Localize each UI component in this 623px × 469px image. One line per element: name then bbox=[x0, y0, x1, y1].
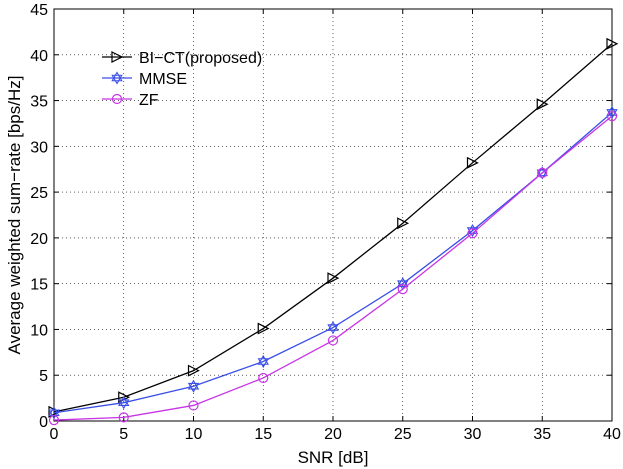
data-point-marker bbox=[467, 228, 478, 239]
x-tick-label: 25 bbox=[394, 426, 412, 443]
data-point-marker bbox=[111, 93, 123, 105]
data-point-marker bbox=[48, 414, 60, 426]
data-point-marker bbox=[118, 396, 130, 410]
series-group bbox=[48, 37, 619, 426]
data-point-marker bbox=[327, 272, 340, 285]
data-point-marker bbox=[187, 364, 200, 377]
axis-ticks: 0 5 10 15 20 25 30 35 40 0 5 10 15 20 25 30 35 40 45 bbox=[30, 2, 621, 443]
marker-triangle bbox=[397, 277, 409, 287]
marker-triangle bbox=[257, 354, 269, 365]
legend: BI−CT(proposed) MMSE ZF bbox=[102, 50, 262, 109]
x-tick-label: 35 bbox=[533, 426, 551, 443]
legend-entry: ZF bbox=[102, 92, 159, 109]
data-point-marker bbox=[257, 322, 270, 335]
series-line bbox=[53, 115, 613, 421]
y-tick-label: 40 bbox=[30, 48, 48, 65]
y-tick-label: 0 bbox=[39, 414, 48, 431]
legend-label: BI−CT(proposed) bbox=[139, 50, 262, 67]
data-point-marker bbox=[188, 400, 199, 411]
y-axis-label: Average weighted sum−rate [bps/Hz] bbox=[5, 76, 24, 355]
legend-label: MMSE bbox=[139, 71, 187, 88]
marker-triangle bbox=[606, 109, 618, 120]
data-point-marker bbox=[537, 167, 548, 178]
x-tick-label: 5 bbox=[119, 426, 128, 443]
y-tick-label: 25 bbox=[30, 185, 48, 202]
series-line bbox=[53, 43, 613, 413]
data-point-marker bbox=[257, 354, 269, 369]
x-tick-label: 30 bbox=[464, 426, 482, 443]
data-point-marker bbox=[258, 372, 269, 384]
marker-triangle bbox=[118, 396, 130, 406]
data-point-marker bbox=[111, 71, 123, 85]
data-point-marker bbox=[606, 105, 618, 120]
data-point-marker bbox=[397, 217, 410, 230]
y-tick-label: 20 bbox=[30, 231, 48, 248]
marker-triangle bbox=[111, 71, 123, 82]
x-axis-label: SNR [dB] bbox=[298, 448, 369, 467]
marker-triangle bbox=[48, 409, 60, 420]
data-point-marker bbox=[327, 321, 339, 335]
legend-label: ZF bbox=[139, 92, 159, 109]
legend-entry: BI−CT(proposed) bbox=[102, 50, 262, 67]
data-point-marker bbox=[536, 98, 549, 111]
y-tick-label: 35 bbox=[30, 94, 48, 111]
data-point-marker bbox=[111, 51, 124, 63]
series-line bbox=[53, 111, 613, 414]
series-0 bbox=[48, 37, 619, 418]
marker-triangle bbox=[187, 382, 200, 393]
y-tick-label: 30 bbox=[30, 139, 48, 156]
data-point-marker bbox=[466, 156, 479, 169]
x-tick-label: 40 bbox=[603, 426, 621, 443]
y-tick-label: 45 bbox=[30, 2, 48, 19]
x-tick-label: 15 bbox=[254, 426, 272, 443]
marker-triangle bbox=[606, 105, 618, 116]
x-tick-label: 10 bbox=[185, 426, 203, 443]
marker-triangle bbox=[187, 379, 200, 390]
data-point-marker bbox=[606, 37, 619, 50]
marker-triangle bbox=[327, 321, 339, 331]
y-tick-label: 15 bbox=[30, 277, 48, 294]
series-2 bbox=[48, 111, 618, 426]
data-point-marker bbox=[118, 412, 129, 423]
marker-triangle bbox=[111, 74, 123, 85]
marker-triangle bbox=[257, 358, 269, 369]
marker-triangle bbox=[118, 399, 130, 410]
data-point-marker bbox=[187, 379, 200, 393]
data-point-marker bbox=[397, 284, 408, 295]
y-tick-label: 10 bbox=[30, 322, 48, 339]
y-tick-label: 5 bbox=[39, 368, 48, 385]
marker-triangle bbox=[327, 324, 339, 335]
data-point-marker bbox=[48, 405, 61, 418]
x-tick-label: 20 bbox=[324, 426, 342, 443]
data-point-marker bbox=[606, 111, 618, 122]
legend-entry: MMSE bbox=[102, 71, 187, 88]
data-point-marker bbox=[327, 335, 339, 346]
x-tick-label: 0 bbox=[50, 426, 59, 443]
